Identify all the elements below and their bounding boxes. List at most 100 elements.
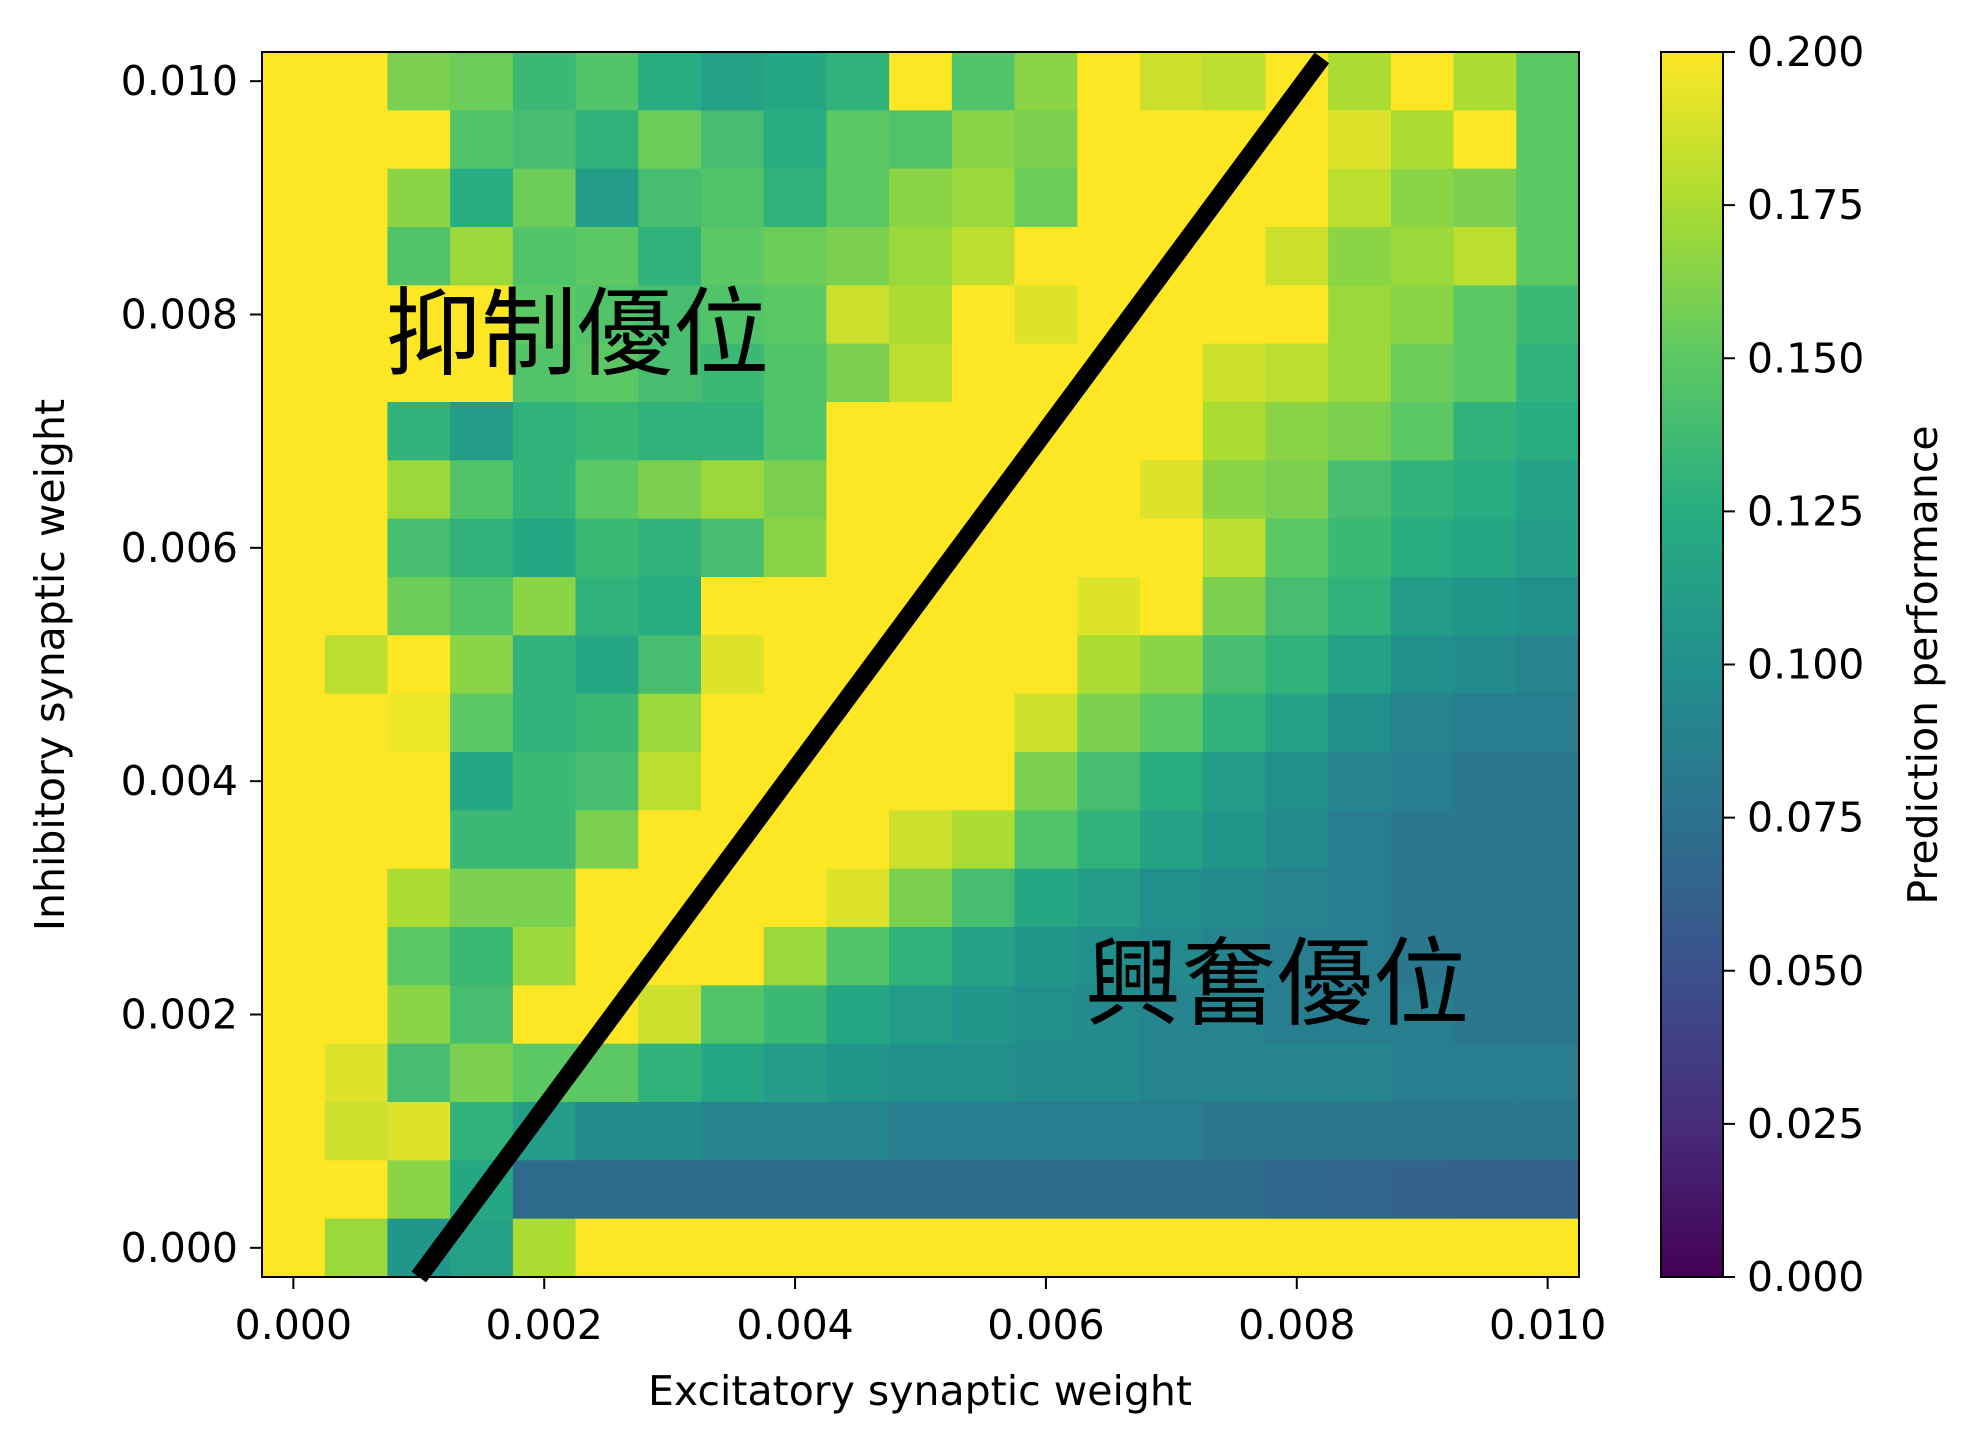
heatmap-cell [1077,52,1141,111]
heatmap-cell [1390,518,1455,578]
heatmap-cell [638,752,702,811]
y-axis-ticks: 0.000 0.002 0.004 0.006 0.008 0.010 [121,57,262,1272]
heatmap-cell [1328,868,1392,928]
heatmap-cell [1014,810,1078,870]
heatmap-cell [450,985,514,1045]
heatmap-cell [826,110,890,170]
heatmap-cell [512,577,577,636]
heatmap-cell [575,635,639,695]
heatmap-cell [575,577,639,636]
heatmap-cell [450,110,514,170]
heatmap-cell [638,402,702,461]
heatmap-cell [575,110,639,170]
heatmap-cell [1014,985,1078,1045]
heatmap-cell [1516,985,1580,1045]
heatmap-cell [1014,752,1078,811]
heatmap-cell [763,577,828,636]
heatmap-cell [701,402,765,461]
heatmap-cell [262,227,326,286]
heatmap-cell [1014,693,1078,753]
heatmap-cell [763,285,828,345]
heatmap-cell [1202,693,1267,753]
heatmap-cell [1390,460,1455,520]
heatmap-cell [1390,1218,1455,1278]
heatmap-cell [1390,402,1455,461]
colorbar-tick-label: 0.175 [1747,181,1864,229]
heatmap-cell [1140,927,1204,986]
heatmap-cell [512,460,577,520]
heatmap-cell [575,1160,639,1220]
heatmap-cell [1328,752,1392,811]
heatmap-cell [889,1102,953,1161]
heatmap-cell [951,927,1016,986]
heatmap-cell [1140,985,1204,1045]
heatmap-cell [763,985,828,1045]
heatmap-cell [324,227,389,286]
heatmap-cell [763,635,828,695]
heatmap-cell [324,752,389,811]
heatmap-cell [826,1218,890,1278]
heatmap-cell [1140,752,1204,811]
heatmap-cell [1453,868,1517,928]
heatmap-cell [1265,1102,1329,1161]
heatmap-cell [638,985,702,1045]
heatmap-cell [638,1102,702,1161]
heatmap-cell [1453,1160,1517,1220]
heatmap-cell [1390,1160,1455,1220]
heatmap-cell [951,635,1016,695]
heatmap-cell [701,927,765,986]
heatmap-cell [262,1043,326,1103]
heatmap-cell [826,1102,890,1161]
heatmap-cell [951,285,1016,345]
heatmap-cell [512,168,577,228]
heatmap-cell [701,460,765,520]
x-axis-ticks: 0.000 0.002 0.004 0.006 0.008 0.010 [235,1277,1606,1349]
boundary-line [411,52,1330,1283]
colorbar-tick-label: 0.025 [1747,1100,1864,1148]
heatmap-cell [1202,518,1267,578]
heatmap-cell [1516,518,1580,578]
heatmap-cell [1516,927,1580,986]
heatmap-cell [262,285,326,345]
heatmap-cell [324,1160,389,1220]
heatmap-cell [324,985,389,1045]
heatmap-cell [1140,52,1204,111]
x-tick-label: 0.006 [987,1301,1104,1349]
heatmap-cell [1453,227,1517,286]
heatmap-cell [512,1218,577,1278]
heatmap-cell [826,1043,890,1103]
heatmap-cell [951,110,1016,170]
heatmap-cell [1265,927,1329,986]
heatmap-cell [951,343,1016,403]
heatmap-cell [1390,52,1455,111]
heatmap-cell [262,635,326,695]
heatmap-cell [1140,402,1204,461]
heatmap-cell [262,1102,326,1161]
heatmap-cell [1453,927,1517,986]
heatmap-cell [1077,168,1141,228]
heatmap-cell [1516,460,1580,520]
heatmap-cell [1077,402,1141,461]
heatmap-cell [1453,810,1517,870]
heatmap-cell [387,110,451,170]
heatmap-cell [763,1102,828,1161]
heatmap-cell [387,635,451,695]
heatmap-cell [1077,693,1141,753]
heatmap-cell [450,635,514,695]
heatmap-cell [638,460,702,520]
heatmap-cell [1014,1043,1078,1103]
heatmap-cell [763,1043,828,1103]
heatmap-cell [1265,1160,1329,1220]
heatmap-cell [575,868,639,928]
heatmap-cell [701,635,765,695]
heatmap-cell [889,985,953,1045]
heatmap-cell [324,518,389,578]
heatmap-cell [450,518,514,578]
heatmap-cell [575,227,639,286]
heatmap-cell [262,693,326,753]
heatmap-cell [701,110,765,170]
heatmap-cell [575,460,639,520]
heatmap-cell [387,52,451,111]
heatmap-cell [826,52,890,111]
